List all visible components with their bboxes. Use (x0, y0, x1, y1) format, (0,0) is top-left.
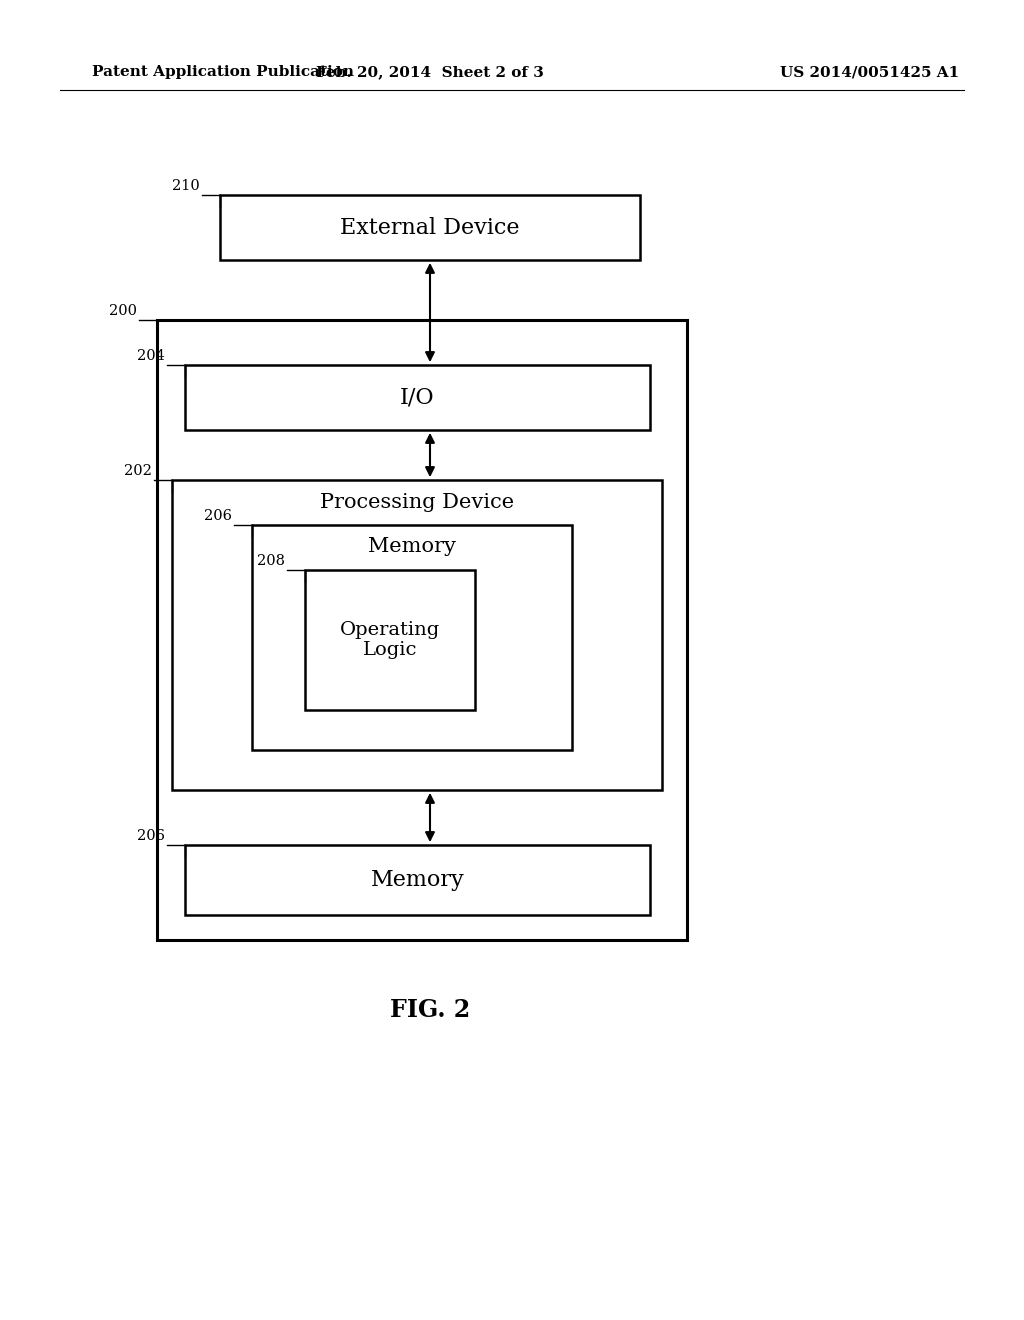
Text: Operating
Logic: Operating Logic (340, 620, 440, 660)
Bar (185, 366, 650, 430)
Bar (185, 845, 650, 915)
Bar (172, 480, 662, 789)
Text: Patent Application Publication: Patent Application Publication (92, 65, 354, 79)
Bar (220, 195, 640, 260)
Bar (252, 525, 572, 750)
Text: 202: 202 (124, 465, 152, 478)
Text: 208: 208 (257, 554, 285, 568)
Text: I/O: I/O (400, 387, 435, 408)
Bar (305, 570, 475, 710)
Bar (157, 319, 687, 940)
Text: 206: 206 (204, 510, 232, 523)
Text: Memory: Memory (371, 869, 464, 891)
Text: 204: 204 (137, 348, 165, 363)
Text: Processing Device: Processing Device (319, 492, 514, 511)
Text: 206: 206 (137, 829, 165, 843)
Text: US 2014/0051425 A1: US 2014/0051425 A1 (780, 65, 959, 79)
Text: Feb. 20, 2014  Sheet 2 of 3: Feb. 20, 2014 Sheet 2 of 3 (316, 65, 544, 79)
Text: Memory: Memory (368, 537, 456, 557)
Text: 200: 200 (109, 304, 137, 318)
Text: External Device: External Device (340, 216, 520, 239)
Text: 210: 210 (172, 180, 200, 193)
Text: FIG. 2: FIG. 2 (390, 998, 470, 1022)
